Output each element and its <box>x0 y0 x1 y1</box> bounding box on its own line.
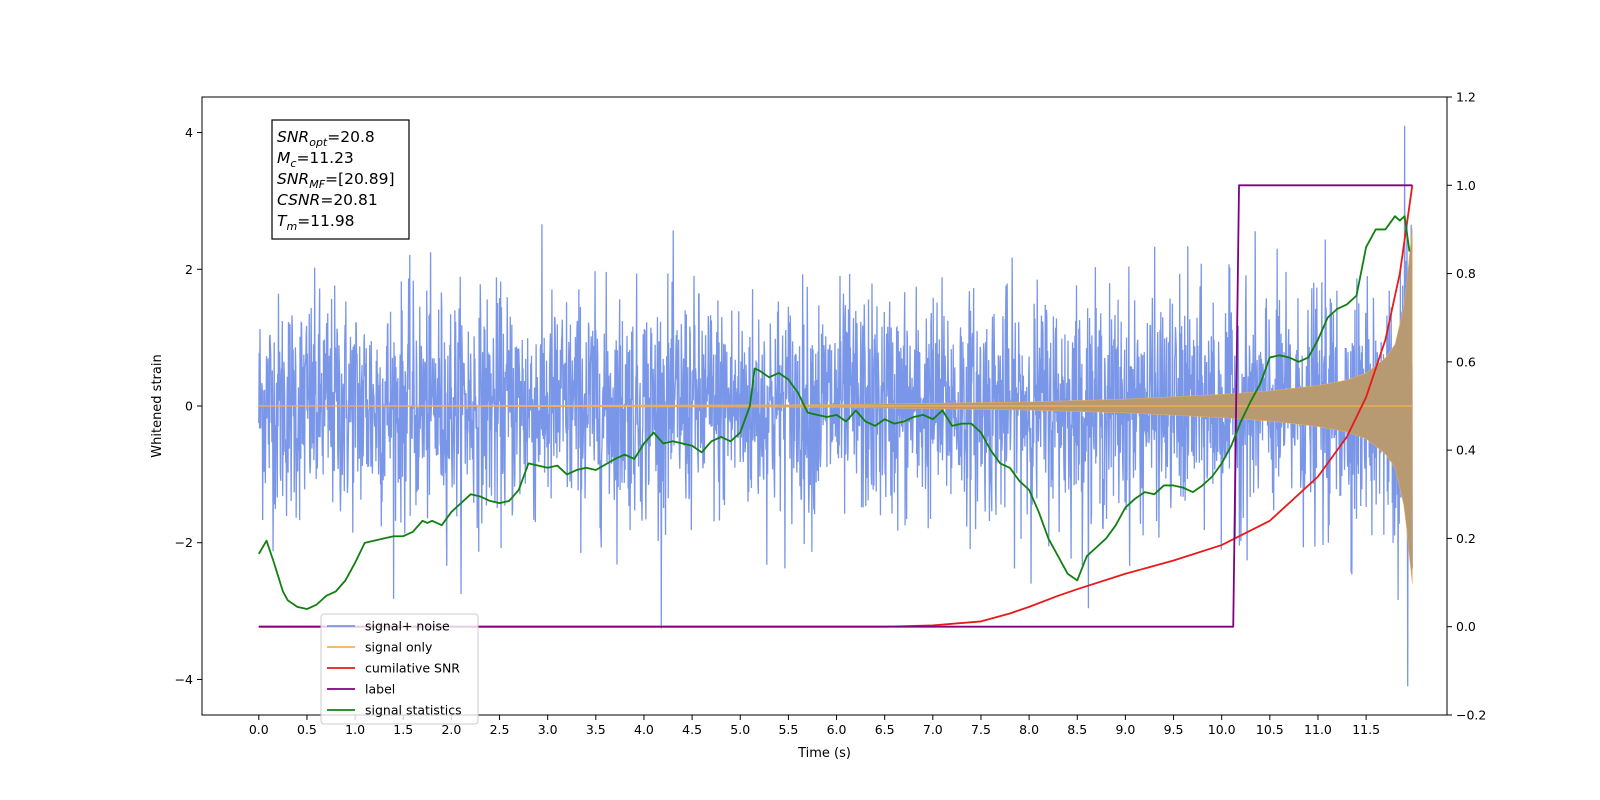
y-tick-label: −2 <box>175 535 193 550</box>
y2-tick-label: 0.0 <box>1456 619 1476 634</box>
annotation-line: CSNR=20.81 <box>277 191 378 209</box>
y2-tick-label: 0.8 <box>1456 266 1476 281</box>
y-axis-left: −4 −2 0 2 4 <box>175 125 202 687</box>
x-tick-label: 9.5 <box>1164 722 1184 737</box>
y2-tick-label: 0.6 <box>1456 354 1476 369</box>
y2-tick-label: −0.2 <box>1456 708 1486 723</box>
annotation-line: SNRopt=20.8 <box>277 128 375 149</box>
series-cumulative-snr <box>258 185 1414 628</box>
legend-label: signal+ noise <box>365 619 450 634</box>
y2-tick-label: 0.4 <box>1456 443 1476 458</box>
x-tick-label: 5.0 <box>730 722 750 737</box>
legend-label: label <box>365 682 395 697</box>
series-label <box>258 184 1413 628</box>
y-tick-label: 0 <box>185 399 193 414</box>
y-tick-label: 4 <box>185 125 193 140</box>
x-tick-label: 0.0 <box>249 722 269 737</box>
annotation-line: Tm=11.98 <box>277 212 355 233</box>
x-tick-label: 1.0 <box>345 722 365 737</box>
x-tick-label: 8.0 <box>1019 722 1039 737</box>
x-tick-label: 3.5 <box>586 722 606 737</box>
x-tick-label: 11.5 <box>1352 722 1380 737</box>
x-tick-label: 6.5 <box>875 722 895 737</box>
series-signal-noise <box>258 125 1413 687</box>
plot-area <box>258 125 1414 687</box>
y2-tick-label: 1.2 <box>1456 90 1476 105</box>
x-tick-label: 2.5 <box>490 722 510 737</box>
annotation-line: Mc=11.23 <box>277 149 354 170</box>
x-tick-label: 8.5 <box>1067 722 1087 737</box>
y-axis-right: −0.2 0.0 0.2 0.4 0.6 0.8 1.0 1.2 <box>1447 90 1486 723</box>
legend-box <box>320 613 479 725</box>
series-signal-statistics <box>258 215 1411 610</box>
x-tick-label: 7.5 <box>971 722 991 737</box>
legend-label: signal statistics <box>365 703 462 718</box>
legend-label: signal only <box>365 640 433 655</box>
y-tick-label: 2 <box>185 262 193 277</box>
annotation-box <box>271 119 410 240</box>
annotation-line: SNRMF=[20.89] <box>277 170 395 191</box>
legend-label: cumilative SNR <box>365 661 460 676</box>
x-tick-label: 6.0 <box>827 722 847 737</box>
x-tick-label: 1.5 <box>393 722 413 737</box>
x-axis: 0.0 0.5 1.0 1.5 2.0 2.5 3.0 3.5 4.0 4.5 5.0 5.5 6.0 6… <box>249 715 1380 737</box>
x-tick-label: 7.0 <box>923 722 943 737</box>
x-axis-label: Time (s) <box>797 746 851 761</box>
x-tick-label: 4.0 <box>634 722 654 737</box>
stats-annotation: SNRopt=20.8Mc=11.23SNRMF=[20.89]CSNR=20.… <box>271 119 410 240</box>
x-tick-label: 11.0 <box>1304 722 1332 737</box>
y2-tick-label: 0.2 <box>1456 531 1476 546</box>
y2-tick-label: 1.0 <box>1456 178 1476 193</box>
x-tick-label: 10.5 <box>1256 722 1284 737</box>
x-tick-label: 0.5 <box>297 722 317 737</box>
y-axis-label: Whitened strain <box>150 354 165 457</box>
x-tick-label: 2.0 <box>441 722 461 737</box>
x-tick-label: 5.5 <box>778 722 798 737</box>
x-tick-label: 3.0 <box>538 722 558 737</box>
x-tick-label: 10.0 <box>1208 722 1236 737</box>
y-tick-label: −4 <box>175 672 193 687</box>
legend: signal+ noise signal only cumilative SNR la… <box>320 613 479 725</box>
x-tick-label: 4.5 <box>682 722 702 737</box>
x-tick-label: 9.0 <box>1115 722 1135 737</box>
